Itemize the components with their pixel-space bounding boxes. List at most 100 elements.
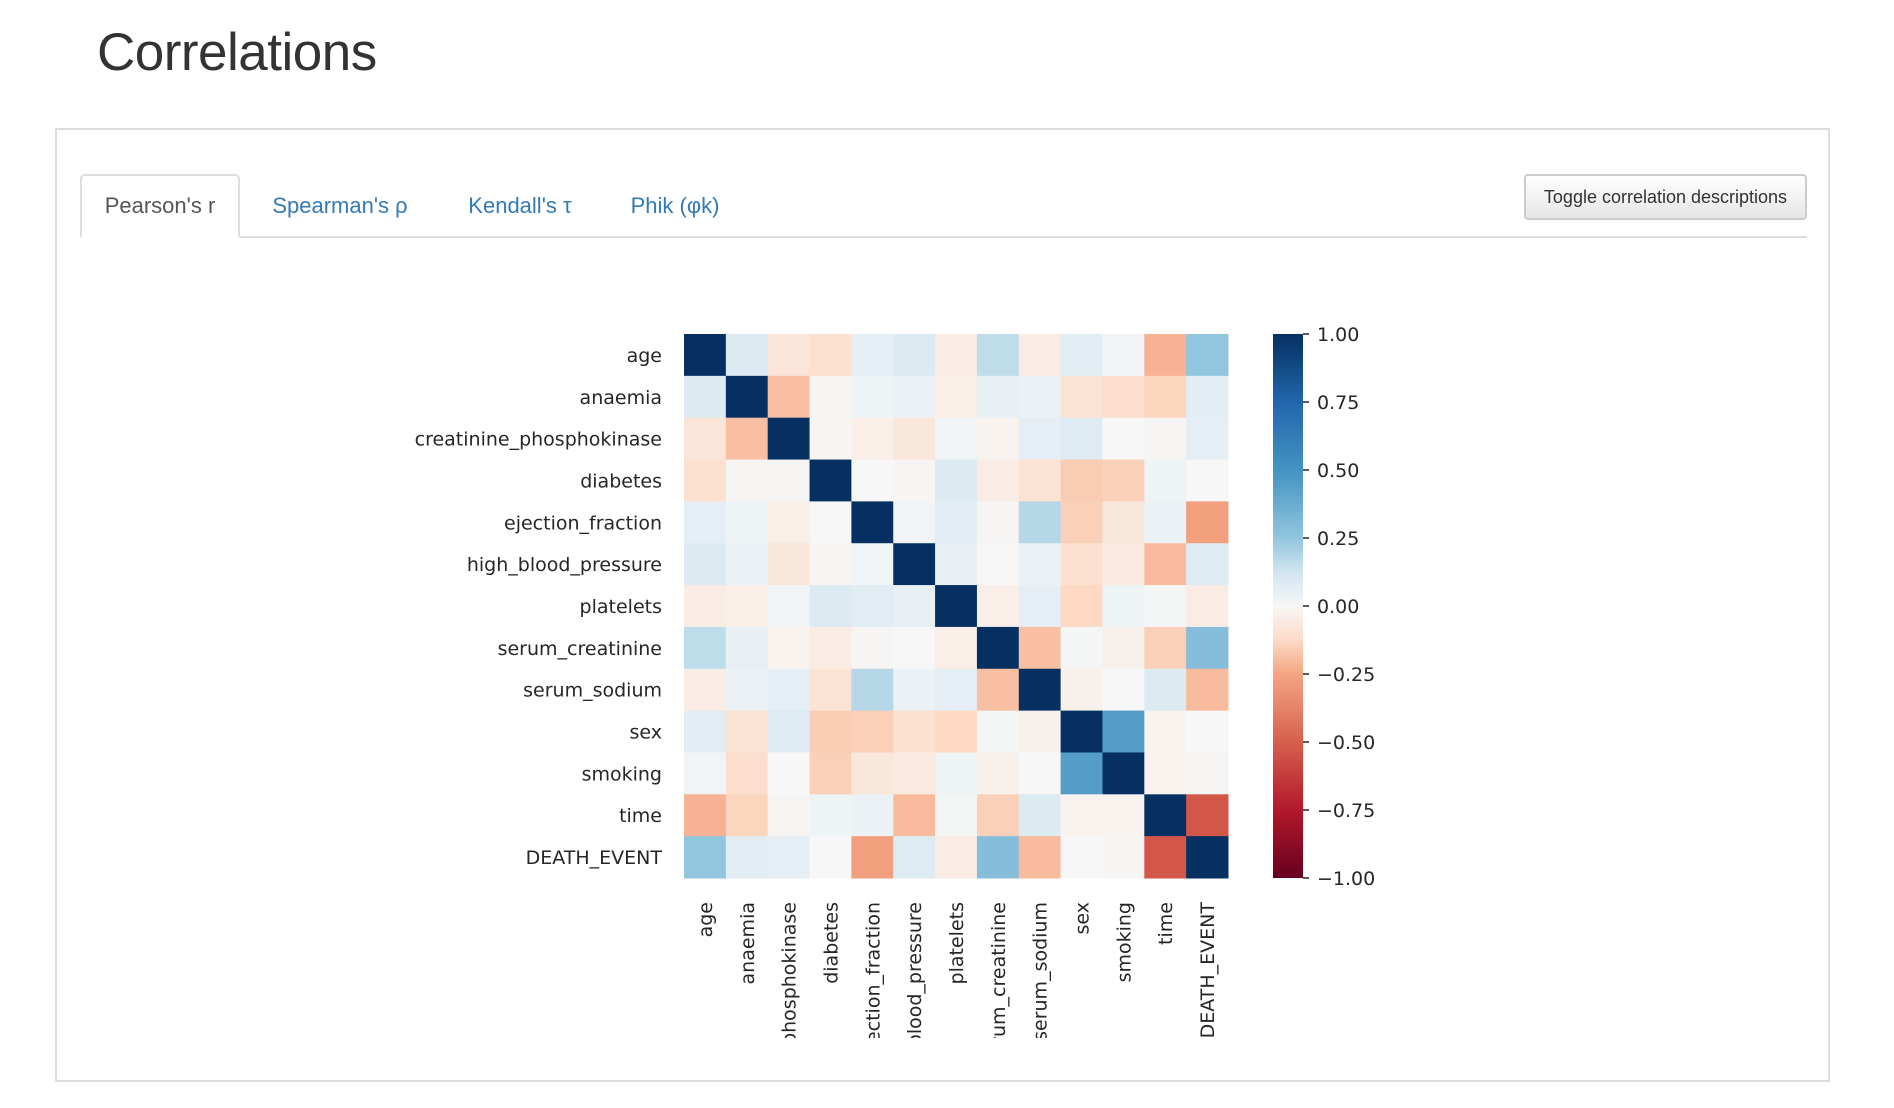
heatmap-cell <box>684 501 727 544</box>
tab-kendall[interactable]: Kendall's τ <box>468 193 572 218</box>
row-label: high_blood_pressure <box>467 554 662 576</box>
heatmap-cell <box>1060 794 1103 837</box>
heatmap-cell <box>1060 459 1103 502</box>
heatmap-cell <box>1144 794 1187 837</box>
correlation-tabs: Pearson's r Spearman's ρ Kendall's τ Phi… <box>80 174 1807 238</box>
heatmap-cell <box>725 752 769 795</box>
row-label: creatinine_phosphokinase <box>415 429 662 451</box>
heatmap-cell <box>767 668 811 712</box>
heatmap-cell <box>1102 626 1145 670</box>
heatmap-cell <box>809 752 852 795</box>
tab-spearman[interactable]: Spearman's ρ <box>272 193 408 218</box>
heatmap-cell <box>935 836 978 879</box>
heatmap-cell <box>1060 585 1103 628</box>
heatmap-cell <box>1144 459 1187 502</box>
col-label: smoking <box>1113 902 1135 982</box>
heatmap-cell <box>1060 626 1103 670</box>
heatmap-cell <box>684 710 727 753</box>
heatmap-cell <box>893 752 936 795</box>
heatmap-cell <box>1186 668 1229 712</box>
heatmap-cell <box>767 585 811 628</box>
page-title: Correlations <box>97 23 377 82</box>
heatmap-cell <box>684 668 727 712</box>
heatmap-cell <box>809 668 852 712</box>
heatmap-cell <box>935 543 978 586</box>
heatmap-cell <box>767 501 811 544</box>
row-label: time <box>619 805 662 827</box>
heatmap-cell <box>725 585 769 628</box>
heatmap-cell <box>1186 459 1229 502</box>
heatmap-cell <box>1018 752 1062 795</box>
heatmap-cell <box>893 585 936 628</box>
heatmap-cell <box>851 334 894 377</box>
colorbar-tick-label: 1.00 <box>1317 324 1359 346</box>
heatmap-cell <box>1186 626 1229 670</box>
heatmap-cell <box>1144 836 1187 879</box>
heatmap-cell <box>1060 752 1103 795</box>
col-label: DEATH_EVENT <box>1197 902 1219 1039</box>
col-label: time <box>1155 902 1177 945</box>
heatmap-cell <box>935 794 978 837</box>
heatmap-cell <box>767 752 811 795</box>
colorbar: 1.00 0.75 0.50 0.25 0.00 −0.25 −0.50 −0.75 −1.00 <box>1273 324 1375 890</box>
heatmap-cell <box>1102 836 1145 879</box>
heatmap-cell <box>851 585 894 628</box>
heatmap-cell <box>809 836 852 879</box>
heatmap-cell <box>684 752 727 795</box>
heatmap-cell <box>1102 543 1145 586</box>
heatmap-cell <box>725 459 769 502</box>
heatmap-cell <box>809 543 852 586</box>
heatmap-cell <box>1060 836 1103 879</box>
heatmap-cell <box>767 417 811 461</box>
heatmap-cell <box>976 585 1020 628</box>
heatmap-cell <box>809 375 852 419</box>
heatmap-cell <box>767 375 811 419</box>
heatmap-cell <box>893 543 936 586</box>
heatmap-cell <box>1018 375 1062 419</box>
heatmap-cell <box>1102 710 1145 753</box>
heatmap-cell <box>1060 668 1103 712</box>
row-label: sex <box>630 722 663 744</box>
colorbar-tick-label: −1.00 <box>1317 868 1375 890</box>
heatmap-cell <box>725 375 769 419</box>
colorbar-tick-label: 0.75 <box>1317 392 1359 414</box>
heatmap-cell <box>1018 710 1062 753</box>
heatmap-cell <box>1186 375 1229 419</box>
heatmap-cell <box>1102 417 1145 461</box>
heatmap-cell <box>1144 710 1187 753</box>
row-label: anaemia <box>580 387 662 409</box>
tab-pearson[interactable]: Pearson's r <box>80 174 240 238</box>
heatmap-cell <box>976 417 1020 461</box>
heatmap-cell <box>1102 668 1145 712</box>
heatmap-cell <box>935 626 978 670</box>
heatmap-cell <box>1018 626 1062 670</box>
col-label: phosphokinase <box>779 902 801 1045</box>
heatmap-cell <box>684 375 727 419</box>
heatmap-cell <box>725 836 769 879</box>
heatmap-cell <box>1186 501 1229 544</box>
colorbar-tick-label: 0.25 <box>1317 528 1359 550</box>
heatmap-cell <box>976 668 1020 712</box>
heatmap-cell <box>851 752 894 795</box>
heatmap-cell <box>684 794 727 837</box>
heatmap-cell <box>935 459 978 502</box>
heatmap-cell <box>1102 459 1145 502</box>
heatmap-cell <box>725 626 769 670</box>
heatmap-cell <box>1018 417 1062 461</box>
toggle-correlation-descriptions-button[interactable]: Toggle correlation descriptions <box>1524 174 1807 220</box>
heatmap-cell <box>684 626 727 670</box>
heatmap-cell <box>809 794 852 837</box>
tab-baseline <box>80 236 1807 238</box>
colorbar-tick-label: 0.00 <box>1317 596 1359 618</box>
heatmap-cell <box>1060 501 1103 544</box>
heatmap-cell <box>851 375 894 419</box>
heatmap-cell <box>1144 417 1187 461</box>
heatmap-cell <box>935 752 978 795</box>
heatmap-cell <box>767 334 811 377</box>
tab-phik[interactable]: Phik (φk) <box>630 193 720 218</box>
heatmap-cell <box>725 543 769 586</box>
heatmap-cell <box>1102 794 1145 837</box>
row-label: DEATH_EVENT <box>526 847 663 869</box>
colorbar-tick-label: −0.25 <box>1317 664 1375 686</box>
heatmap-cell <box>725 710 769 753</box>
